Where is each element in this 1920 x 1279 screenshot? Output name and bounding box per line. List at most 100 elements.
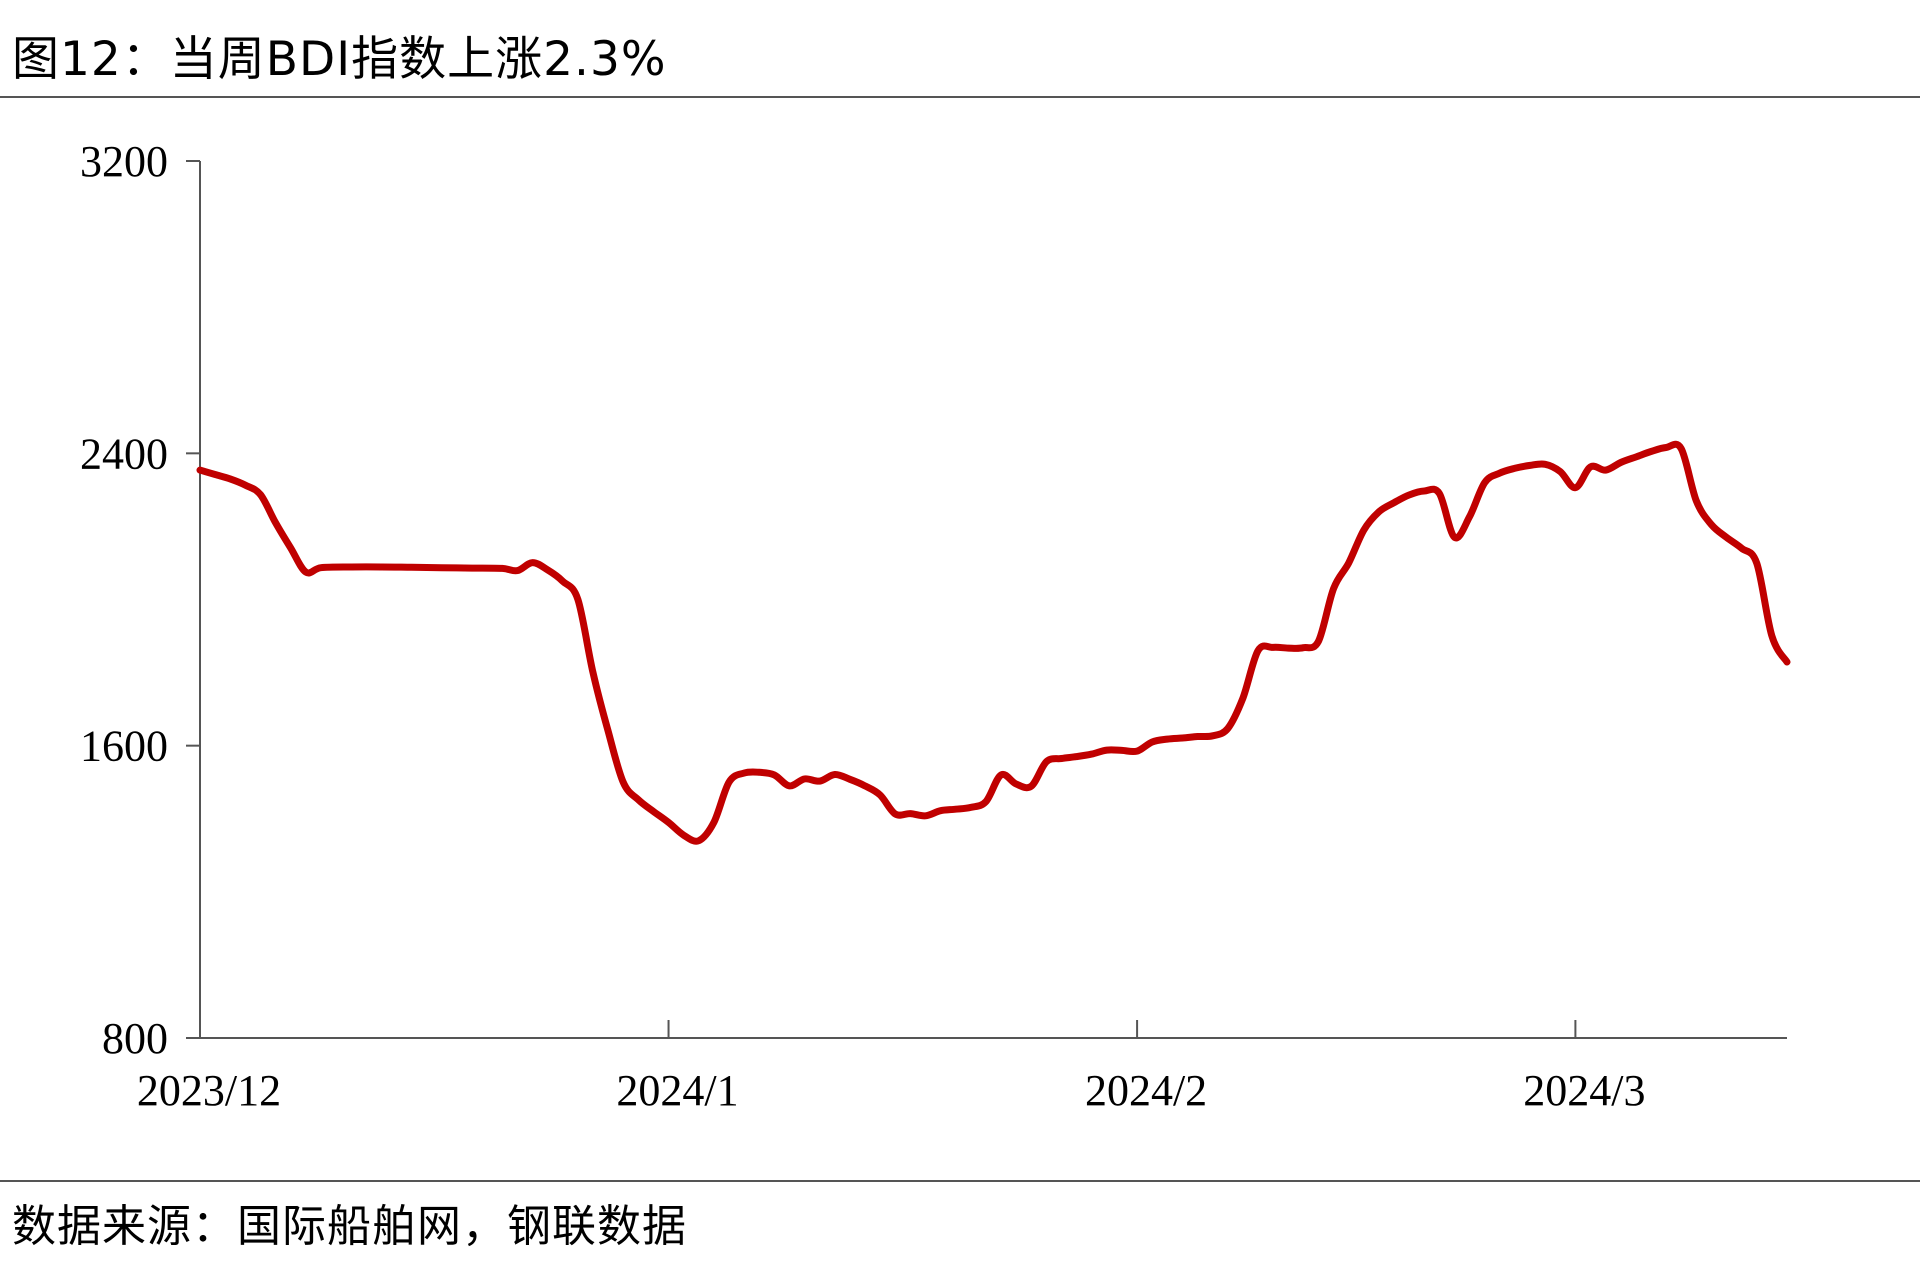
y-tick-label: 800 bbox=[102, 1014, 168, 1063]
data-point bbox=[1769, 633, 1775, 639]
data-point bbox=[590, 670, 596, 676]
data-point bbox=[1467, 514, 1473, 520]
data-point bbox=[1013, 781, 1019, 787]
data-point bbox=[726, 779, 732, 785]
x-tick-label: 2023/12 bbox=[137, 1066, 281, 1115]
data-point bbox=[348, 564, 354, 570]
data-point bbox=[817, 778, 823, 784]
top-divider bbox=[0, 96, 1920, 98]
data-point bbox=[1436, 491, 1442, 497]
data-point bbox=[696, 838, 702, 844]
data-point bbox=[802, 776, 808, 782]
data-point bbox=[318, 565, 324, 571]
data-point bbox=[756, 769, 762, 775]
data-point bbox=[1724, 534, 1730, 540]
data-point bbox=[983, 799, 989, 805]
data-point bbox=[530, 560, 536, 566]
data-point bbox=[1210, 733, 1216, 739]
data-point bbox=[1119, 747, 1125, 753]
data-point bbox=[1043, 759, 1049, 765]
data-point bbox=[273, 520, 279, 526]
y-tick-label: 2400 bbox=[80, 429, 168, 478]
data-point bbox=[650, 808, 656, 814]
data-point bbox=[1482, 480, 1488, 486]
data-point bbox=[1421, 488, 1427, 494]
data-point bbox=[1452, 534, 1458, 540]
data-point bbox=[469, 565, 475, 571]
data-point bbox=[1527, 462, 1533, 468]
data-point bbox=[1497, 470, 1503, 476]
x-tick-label: 2024/1 bbox=[616, 1066, 738, 1115]
data-point bbox=[832, 772, 838, 778]
data-point bbox=[1391, 500, 1397, 506]
data-point bbox=[1255, 648, 1261, 654]
data-point bbox=[1512, 465, 1518, 471]
x-axis-ticks: 2023/12 2024/1 2024/2 2024/3 bbox=[137, 1020, 1646, 1115]
data-point bbox=[1361, 527, 1367, 533]
data-point bbox=[1754, 560, 1760, 566]
data-point bbox=[711, 819, 717, 825]
data-point bbox=[1300, 645, 1306, 651]
data-point bbox=[242, 482, 248, 488]
data-point bbox=[1406, 492, 1412, 498]
data-point bbox=[1663, 445, 1669, 451]
data-point bbox=[787, 783, 793, 789]
data-point bbox=[635, 797, 641, 803]
data-point bbox=[1164, 736, 1170, 742]
data-point bbox=[1376, 509, 1382, 515]
data-point bbox=[545, 567, 551, 573]
x-tick-label: 2024/3 bbox=[1523, 1066, 1645, 1115]
data-point bbox=[514, 568, 520, 574]
data-point bbox=[1708, 522, 1714, 528]
data-point bbox=[439, 565, 445, 571]
data-point bbox=[1134, 748, 1140, 754]
x-tick-label: 2024/2 bbox=[1085, 1066, 1207, 1115]
axes bbox=[199, 161, 1787, 1039]
data-point bbox=[923, 813, 929, 819]
data-point bbox=[303, 569, 309, 575]
data-point bbox=[968, 804, 974, 810]
data-point bbox=[1693, 498, 1699, 504]
data-point bbox=[409, 564, 415, 570]
data-point bbox=[227, 476, 233, 482]
data-point bbox=[1195, 734, 1201, 740]
data-point bbox=[1633, 454, 1639, 460]
data-source-note: 数据来源：国际船舶网，钢联数据 bbox=[12, 1201, 687, 1252]
data-point bbox=[1542, 461, 1548, 467]
series-group bbox=[196, 440, 1791, 845]
data-point bbox=[847, 776, 853, 782]
data-point bbox=[1179, 735, 1185, 741]
data-point bbox=[575, 597, 581, 603]
data-point bbox=[378, 564, 384, 570]
data-point bbox=[288, 545, 294, 551]
data-point bbox=[1346, 560, 1352, 566]
data-point bbox=[1618, 460, 1624, 466]
data-point bbox=[1678, 446, 1684, 452]
data-point bbox=[1603, 467, 1609, 473]
data-point bbox=[197, 467, 203, 473]
data-point bbox=[499, 565, 505, 571]
data-point bbox=[1588, 464, 1594, 470]
data-point bbox=[1089, 751, 1095, 757]
data-point bbox=[1316, 638, 1322, 644]
data-point bbox=[560, 578, 566, 584]
data-point bbox=[892, 811, 898, 817]
data-point bbox=[953, 806, 959, 812]
data-point bbox=[771, 772, 777, 778]
data-point bbox=[1059, 756, 1065, 762]
data-point bbox=[938, 808, 944, 814]
data-point bbox=[1572, 485, 1578, 491]
data-point bbox=[1331, 586, 1337, 592]
data-point bbox=[620, 779, 626, 785]
bdi-series-line bbox=[196, 440, 1791, 845]
data-point bbox=[1648, 449, 1654, 455]
data-point bbox=[212, 472, 218, 478]
y-axis-ticks: 800 1600 2400 3200 bbox=[80, 137, 200, 1063]
data-point bbox=[1149, 739, 1155, 745]
bottom-divider bbox=[0, 1180, 1920, 1182]
data-point bbox=[907, 811, 913, 817]
chart-title: 图12：当周BDI指数上涨2.3% bbox=[12, 32, 667, 87]
data-point bbox=[1557, 469, 1563, 475]
data-point bbox=[681, 832, 687, 838]
y-tick-label: 1600 bbox=[80, 722, 168, 771]
